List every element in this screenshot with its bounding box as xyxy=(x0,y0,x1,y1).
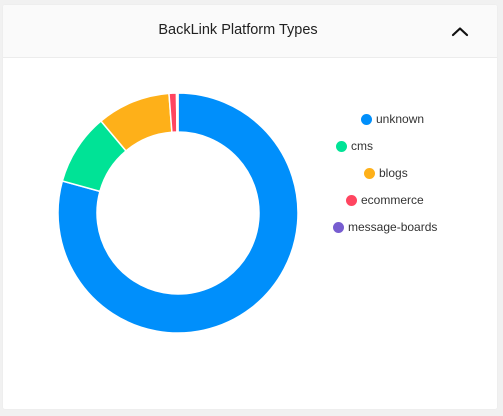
legend-marker-icon xyxy=(346,195,357,206)
legend-marker-icon xyxy=(364,168,375,179)
card-header: BackLink Platform Types xyxy=(3,5,497,58)
legend-marker-icon xyxy=(336,141,347,152)
card-title: BackLink Platform Types xyxy=(158,22,318,38)
collapse-button[interactable] xyxy=(449,22,471,42)
donut-chart xyxy=(57,92,299,334)
slice-unknown[interactable] xyxy=(57,92,299,334)
legend-label: blogs xyxy=(379,166,408,180)
platform-types-card: BackLink Platform Types unknown cms blogs e… xyxy=(3,5,497,409)
legend-label: message-boards xyxy=(348,220,438,234)
chevron-up-icon xyxy=(451,27,469,37)
slice-message-boards[interactable] xyxy=(175,92,179,133)
legend-marker-icon xyxy=(361,114,372,125)
legend-label: cms xyxy=(351,139,373,153)
legend-label: ecommerce xyxy=(361,193,424,207)
legend-marker-icon xyxy=(333,222,344,233)
legend-label: unknown xyxy=(376,112,425,126)
